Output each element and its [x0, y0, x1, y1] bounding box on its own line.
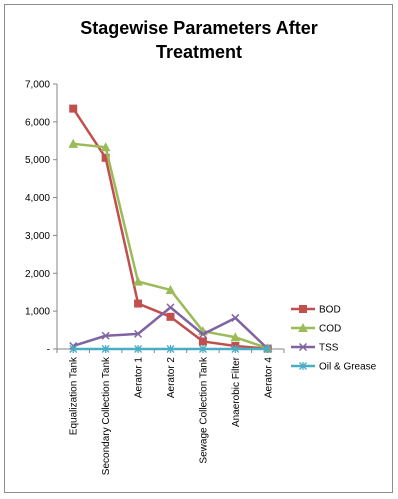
legend-label-tss: TSS	[319, 343, 339, 354]
x-tick-label: Aerator 1	[134, 357, 145, 399]
data-point-bod	[166, 312, 175, 321]
data-point-tss	[101, 331, 110, 340]
x-tick-label: Aerator 4	[263, 357, 274, 399]
y-tick-label: -	[47, 345, 50, 356]
data-point-tss	[166, 303, 175, 312]
data-point-tss	[198, 330, 207, 339]
x-tick-label: Secondary Collection Tank	[101, 356, 112, 475]
data-point-tss	[231, 313, 240, 322]
legend-marker-tss	[298, 342, 308, 352]
y-tick-label: 4,000	[25, 193, 50, 204]
y-tick-label: 2,000	[25, 269, 50, 280]
data-point-bod	[198, 337, 207, 346]
legend-marker-cod	[298, 322, 308, 332]
data-point-bod	[134, 299, 143, 308]
legend-marker-bod	[299, 305, 307, 313]
series-line-bod	[72, 107, 268, 350]
y-tick-label: 1,000	[25, 307, 50, 318]
data-point-tss	[134, 329, 143, 338]
y-tick-label: 5,000	[25, 155, 50, 166]
y-tick-label: 3,000	[25, 231, 50, 242]
data-point-oil-grease	[101, 345, 110, 353]
x-tick-label: Aerator 2	[166, 357, 177, 399]
x-tick-label: Anaerobic Filter	[231, 356, 242, 427]
y-tick-label: 7,000	[25, 80, 50, 91]
data-point-oil-grease	[69, 345, 78, 353]
data-point-oil-grease	[134, 345, 143, 353]
data-point-oil-grease	[198, 345, 207, 353]
legend-label-cod: COD	[319, 324, 341, 335]
data-point-cod	[68, 138, 79, 148]
data-point-bod	[69, 104, 78, 113]
data-point-cod	[165, 284, 176, 294]
legend-label-oil-grease: Oil & Grease	[319, 362, 377, 373]
data-point-cod	[100, 142, 111, 152]
data-point-oil-grease	[263, 345, 272, 353]
y-tick-label: 6,000	[25, 117, 50, 128]
data-point-oil-grease	[166, 345, 175, 353]
chart-title: Stagewise Parameters After Treatment	[80, 18, 318, 62]
x-tick-label: Sewage Collection Tank	[198, 356, 209, 464]
chart-area	[4, 4, 393, 493]
data-point-cod	[230, 332, 241, 342]
legend-label-bod: BOD	[319, 305, 341, 316]
data-point-oil-grease	[231, 345, 240, 353]
legend-marker-oil-grease	[299, 362, 307, 370]
data-point-cod	[133, 276, 143, 286]
x-tick-label: Equalization Tank	[69, 356, 80, 435]
